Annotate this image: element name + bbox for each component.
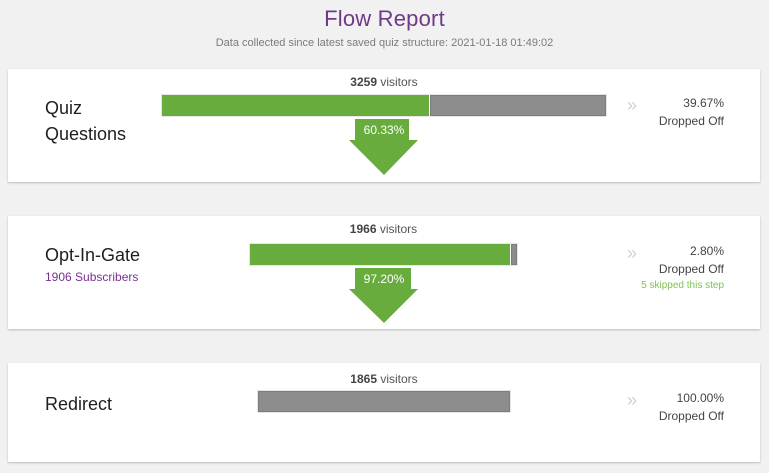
chevron-right-icon: » (627, 95, 638, 115)
down-arrow: 97.20% (349, 268, 419, 325)
visitors-label: visitors (380, 75, 418, 89)
visitors-count: 1966 visitors (249, 222, 518, 236)
dropped-label: Dropped Off (658, 409, 724, 423)
bar-continued-segment (162, 95, 430, 116)
dropped-off-info: 100.00% Dropped Off (659, 389, 724, 425)
visitor-bar (257, 390, 511, 413)
step-card-redirect: Redirect 1865 visitors » 100.00% Dropped… (8, 363, 760, 462)
dropped-off-info: 39.67% Dropped Off (659, 94, 724, 130)
subscribers-count: 1906 Subscribers (45, 270, 139, 284)
visitors-number: 1865 (350, 372, 377, 386)
visitors-count: 1865 visitors (257, 372, 511, 386)
step-name: Redirect (45, 394, 113, 414)
skipped-count: 5 skipped this step (641, 280, 724, 291)
chevron-right-icon: » (627, 390, 638, 410)
down-arrow-icon (349, 268, 418, 323)
visitor-bar (249, 243, 518, 266)
dropped-label: Dropped Off (658, 114, 724, 128)
visitors-label: visitors (380, 372, 418, 386)
visitors-number: 3259 (350, 75, 377, 89)
down-arrow: 60.33% (349, 119, 419, 176)
bar-dropped-segment (258, 391, 510, 412)
page-title: Flow Report (324, 6, 445, 31)
step-name-line2: Questions (45, 124, 127, 144)
step-name: Opt-In-Gate (45, 245, 141, 265)
bar-continued-segment (250, 244, 511, 265)
down-arrow-icon (349, 119, 418, 175)
continue-percent: 60.33% (363, 123, 405, 137)
dropped-label: Dropped Off (658, 262, 724, 276)
step-name-line1: Quiz (45, 98, 83, 118)
visitor-bar (161, 94, 607, 117)
dropped-percent: 2.80% (689, 244, 724, 258)
dropped-off-info: 2.80% Dropped Off 5 skipped this step (641, 242, 724, 294)
step-card-opt-in-gate: Opt-In-Gate 1906 Subscribers 1966 visito… (8, 216, 760, 329)
chevron-right-icon: » (627, 243, 638, 263)
visitors-number: 1966 (349, 222, 377, 236)
bar-dropped-segment (511, 244, 517, 265)
data-collected-note: Data collected since latest saved quiz s… (215, 37, 554, 49)
dropped-percent: 39.67% (683, 96, 724, 110)
visitors-count: 3259 visitors (161, 75, 607, 89)
visitors-label: visitors (379, 222, 418, 236)
bar-dropped-segment (430, 95, 606, 116)
step-card-quiz-questions: Quiz Questions 3259 visitors 60.33% » 39… (8, 69, 760, 182)
step-name: Quiz Questions (45, 95, 126, 147)
continue-percent: 97.20% (363, 272, 405, 286)
dropped-percent: 100.00% (676, 391, 724, 405)
